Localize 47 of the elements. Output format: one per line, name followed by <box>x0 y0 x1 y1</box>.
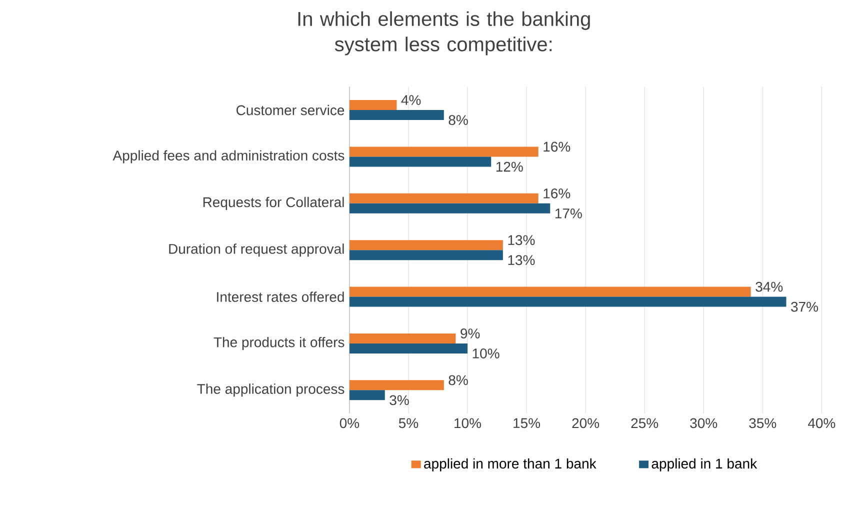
data-label: 4% <box>401 95 421 106</box>
bar <box>349 344 468 354</box>
legend-label: applied in more than 1 bank <box>424 458 596 472</box>
bar <box>349 146 538 157</box>
y-tick-label: Duration of request approval <box>169 244 344 257</box>
x-tick-label: 5% <box>398 418 418 428</box>
y-tick-label: The products it offers <box>214 337 344 350</box>
data-label: 17% <box>555 208 582 219</box>
bar <box>349 297 786 308</box>
y-tick-label: Customer service <box>236 105 344 116</box>
y-tick-label: Applied fees and administration costs <box>112 150 344 164</box>
y-tick-label: Requests for Collateral <box>203 197 344 210</box>
chart-title: In which elements is the banking system less competitive: <box>298 12 590 56</box>
x-tick-label: 15% <box>514 418 540 428</box>
data-label: 16% <box>544 142 570 152</box>
data-label: 12% <box>496 162 523 172</box>
x-tick-label: 25% <box>631 418 658 428</box>
bar <box>349 194 538 204</box>
data-label: 8% <box>448 115 468 126</box>
data-label: 8% <box>448 375 468 386</box>
x-tick-label: 35% <box>749 418 776 428</box>
x-tick-label: 40% <box>808 418 836 428</box>
data-label: 10% <box>472 348 500 359</box>
y-tick-label: The application process <box>197 384 344 397</box>
x-tick-label: 20% <box>572 418 600 428</box>
data-label: 16% <box>544 188 570 199</box>
data-label: 37% <box>791 302 818 312</box>
bar <box>349 110 444 120</box>
x-tick-label: 0% <box>340 418 360 428</box>
data-label: 9% <box>460 328 480 339</box>
data-label: 34% <box>756 282 783 292</box>
bar <box>349 390 385 400</box>
bar <box>349 250 503 260</box>
y-tick-label: Interest rates offered <box>217 292 344 302</box>
data-label: 13% <box>508 255 535 266</box>
data-label: 13% <box>508 235 535 246</box>
x-tick-label: 10% <box>454 418 482 428</box>
bar <box>349 100 397 110</box>
bar <box>349 240 503 250</box>
x-tick-label: 30% <box>690 418 718 428</box>
bar <box>349 287 751 298</box>
bar <box>349 156 492 167</box>
data-label: 3% <box>390 395 409 406</box>
legend-label: applied in 1 bank <box>652 458 758 472</box>
bar <box>349 380 444 390</box>
bar <box>349 204 550 214</box>
bar <box>349 334 456 344</box>
